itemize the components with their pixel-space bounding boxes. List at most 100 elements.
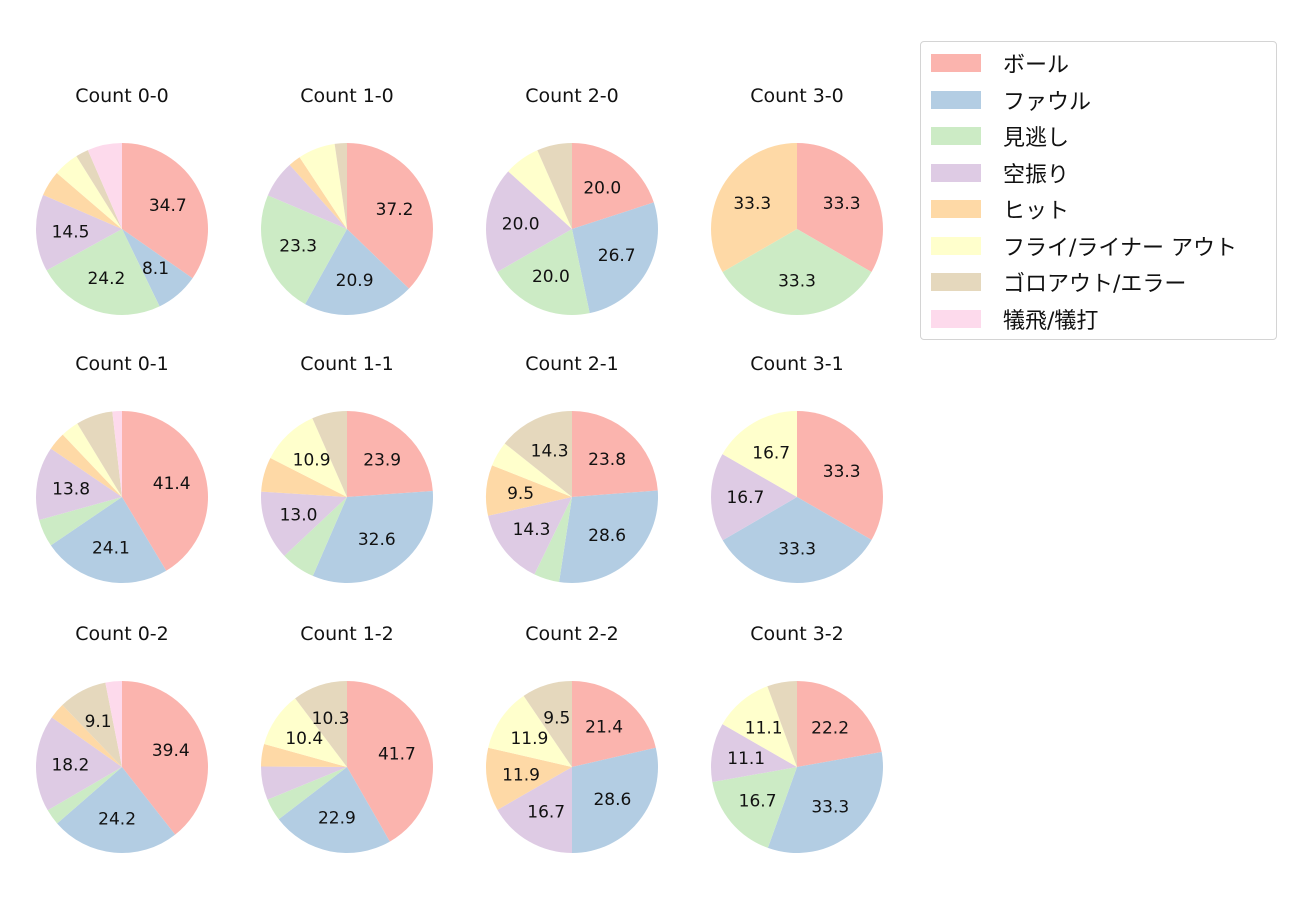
slice-label: 23.3 — [279, 237, 317, 257]
slice-label: 24.2 — [98, 809, 136, 829]
slice-label: 22.2 — [811, 718, 849, 738]
pie-slice — [122, 143, 209, 279]
pie-slice — [722, 229, 872, 316]
pie-slice — [35, 717, 123, 811]
pie-slice — [572, 143, 654, 229]
slice-label: 21.4 — [585, 718, 623, 738]
pie-slice — [722, 411, 797, 497]
pie-slice — [347, 411, 433, 497]
pie-slice — [497, 229, 590, 316]
pie-2: Count 1-0 37.2 20.9 23.3 — [261, 85, 433, 315]
pie-title: Count 2-2 — [525, 623, 619, 645]
slice-label: 41.4 — [153, 474, 191, 494]
slice-label: 11.1 — [745, 719, 783, 739]
pie-slice — [572, 202, 659, 314]
pie-slice — [295, 681, 347, 767]
pie-slice — [299, 143, 347, 229]
slice-label: 37.2 — [376, 200, 414, 220]
pie-title: Count 2-1 — [525, 353, 619, 375]
pie-slice — [485, 747, 572, 810]
pie-title: Count 1-0 — [300, 85, 394, 107]
slice-label: 33.3 — [823, 194, 861, 214]
pie-slice — [289, 157, 347, 229]
legend-swatch — [931, 90, 981, 109]
pie-slice — [87, 143, 122, 229]
legend-swatch — [931, 236, 981, 255]
slice-label: 20.9 — [336, 271, 374, 291]
pie-title: Count 1-1 — [300, 353, 394, 375]
pie-slice — [347, 143, 433, 289]
pie-slice — [767, 751, 883, 854]
slice-label: 13.8 — [52, 480, 90, 500]
pie-title: Count 0-1 — [75, 353, 169, 375]
pie-slice — [488, 695, 572, 767]
pie-slice — [312, 411, 347, 497]
slice-label: 33.3 — [778, 540, 816, 560]
pie-slice — [36, 194, 122, 271]
pie-slice — [76, 150, 122, 229]
pie-slice — [261, 491, 347, 556]
pie-7: Count 2-1 23.8 28.6 14.3 9.5 14.3 — [485, 353, 659, 583]
pie-title: Count 3-1 — [750, 353, 844, 375]
slice-label: 24.1 — [92, 538, 130, 558]
pie-slice — [523, 681, 572, 767]
legend-label: ヒット — [1003, 199, 1070, 224]
pie-slice — [722, 497, 872, 584]
pie-slice — [39, 497, 123, 546]
pie-3: Count 2-0 20.0 26.7 20.0 20.0 — [485, 85, 659, 316]
pie-slice — [284, 497, 347, 576]
pie-slice — [312, 491, 433, 583]
slice-label: 14.5 — [52, 222, 90, 242]
pie-11: Count 2-221.428.616.711.911.99.5 — [485, 623, 659, 853]
pie-slice — [334, 143, 347, 229]
pie-slice — [57, 767, 176, 854]
pie-slice — [261, 195, 347, 305]
pie-slice — [504, 411, 572, 497]
pie-slice — [261, 744, 347, 767]
pie-slice — [36, 448, 122, 520]
pie-slice — [122, 410, 209, 571]
pie-slice — [485, 171, 572, 272]
pie-slice — [112, 411, 122, 497]
legend-label: フライ/ライナー アウト — [1003, 235, 1237, 261]
slice-label: 18.2 — [51, 756, 89, 776]
legend-swatch — [931, 127, 981, 145]
slice-label: 41.7 — [378, 745, 416, 765]
pie-slice — [51, 705, 122, 767]
pie-slice — [77, 411, 122, 497]
pie-slice — [572, 681, 656, 767]
slice-label: 33.3 — [811, 797, 849, 817]
slice-label: 26.7 — [598, 246, 636, 266]
pie-slice — [62, 423, 122, 497]
slice-label: 33.3 — [778, 272, 816, 292]
legend-label: ゴロアウト/エラー — [1003, 272, 1187, 297]
slice-label: 11.9 — [502, 766, 540, 786]
pie-slice — [267, 164, 347, 229]
slice-label: 10.9 — [293, 451, 331, 471]
pie-title: Count 3-0 — [750, 85, 844, 107]
slice-label: 20.0 — [532, 267, 570, 287]
slice-label: 11.9 — [510, 729, 548, 749]
pie-title: Count 3-2 — [750, 623, 844, 645]
slice-label: 28.6 — [593, 790, 631, 810]
slice-label: 20.0 — [583, 178, 621, 198]
legend-item: ヒット — [931, 194, 1069, 224]
pie-slice — [278, 767, 390, 853]
pie-6: Count 1-1 23.9 32.6 13.0 10.9 — [261, 353, 433, 583]
slice-label: 9.1 — [85, 712, 112, 732]
slice-label: 16.7 — [527, 803, 565, 823]
pie-5: Count 0-1 41.4 24.1 13.8 — [36, 353, 209, 584]
pie-slice — [508, 150, 572, 229]
pie-slice — [797, 143, 884, 272]
pie-12: Count 3-2 22.2 33.3 16.7 11.1 11.1 — [711, 623, 883, 854]
legend-item: 犠飛/犠打 — [931, 304, 1098, 334]
slice-label: 9.5 — [507, 484, 534, 504]
pie-slice — [62, 682, 122, 767]
legend-label: ファウル — [1003, 89, 1092, 115]
pie-slice — [267, 767, 347, 820]
legend-item: 見逃し — [931, 121, 1069, 151]
pie-slice — [43, 172, 122, 229]
pie-slice — [50, 434, 123, 497]
slice-label: 28.6 — [588, 526, 626, 546]
